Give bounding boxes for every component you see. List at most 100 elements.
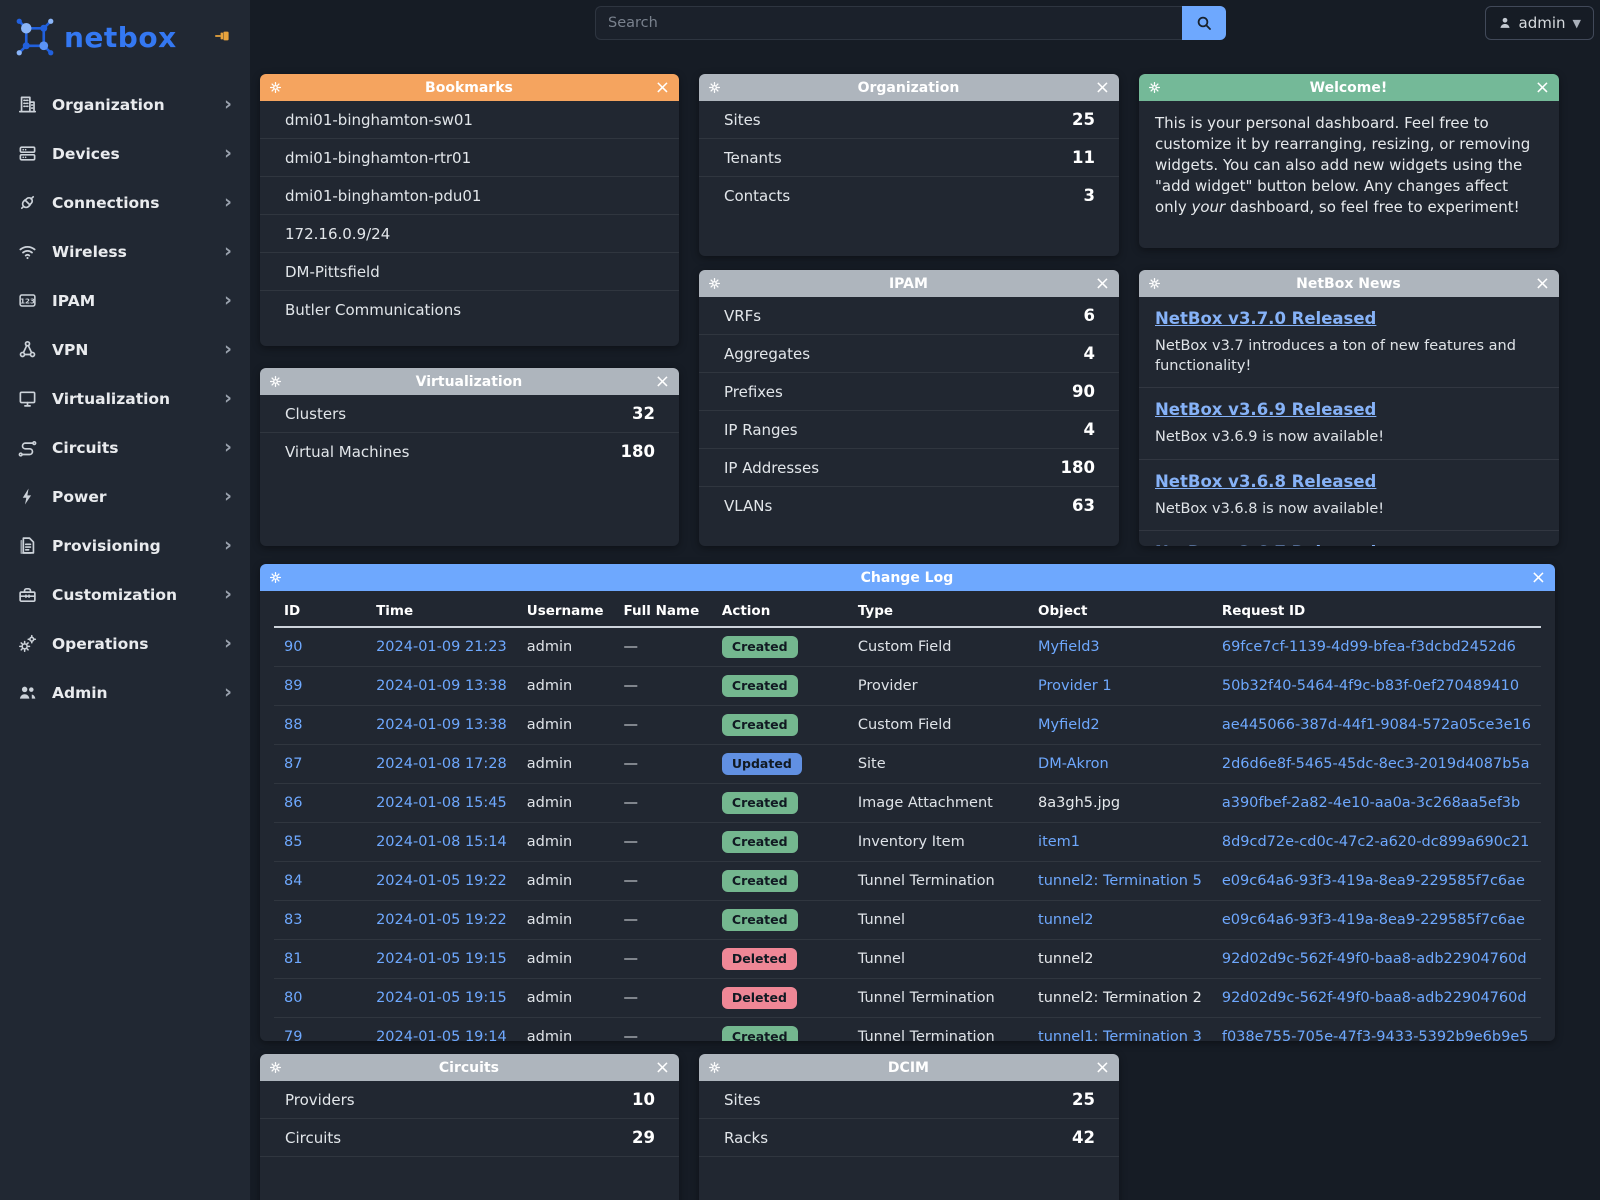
stat-label-link[interactable]: VLANs (724, 496, 773, 515)
stat-label-link[interactable]: Racks (724, 1128, 769, 1147)
change-time-link[interactable]: 2024-01-09 13:38 (376, 678, 507, 694)
change-time-link[interactable]: 2024-01-05 19:15 (376, 990, 507, 1006)
request-id-link[interactable]: 92d02d9c-562f-49f0-baa8-adb22904760d (1221, 990, 1527, 1006)
stat-label-link[interactable]: Sites (724, 110, 761, 129)
change-time-link[interactable]: 2024-01-05 19:22 (376, 873, 507, 889)
widget-config-icon[interactable] (1148, 277, 1162, 291)
widget-config-icon[interactable] (708, 277, 722, 291)
stat-count[interactable]: 11 (1072, 148, 1095, 167)
change-id-link[interactable]: 87 (284, 756, 303, 772)
sidebar-item[interactable]: Provisioning › (0, 521, 250, 570)
change-object-link[interactable]: DM-Akron (1038, 756, 1109, 772)
change-id-link[interactable]: 89 (284, 678, 303, 694)
search-button[interactable] (1182, 6, 1226, 40)
widget-config-icon[interactable] (269, 571, 283, 585)
stat-label-link[interactable]: IP Ranges (724, 420, 798, 439)
request-id-link[interactable]: 69fce7cf-1139-4d99-bfea-f3dcbd2452d6 (1221, 639, 1516, 655)
change-id-link[interactable]: 86 (284, 795, 303, 811)
change-time-link[interactable]: 2024-01-08 15:14 (376, 834, 507, 850)
close-icon[interactable]: × (1094, 272, 1110, 294)
request-id-link[interactable]: f038e755-705e-47f3-9433-5392b9e6b9e5 (1221, 1029, 1529, 1041)
stat-count[interactable]: 10 (632, 1090, 655, 1109)
bookmark-link[interactable]: dmi01-binghamton-pdu01 (260, 177, 679, 215)
news-headline-link[interactable]: NetBox v3.7.0 Released (1155, 309, 1377, 328)
stat-count[interactable]: 25 (1072, 1090, 1095, 1109)
stat-label-link[interactable]: Providers (285, 1090, 355, 1109)
request-id-link[interactable]: 50b32f40-5464-4f9c-b83f-0ef270489410 (1221, 678, 1520, 694)
stat-count[interactable]: 42 (1072, 1128, 1095, 1147)
change-id-link[interactable]: 90 (284, 639, 303, 655)
change-object-link[interactable]: Myfield2 (1038, 717, 1100, 733)
bookmark-link[interactable]: 172.16.0.9/24 (260, 215, 679, 253)
stat-label-link[interactable]: Tenants (724, 148, 782, 167)
change-object-link[interactable]: Provider 1 (1038, 678, 1112, 694)
sidebar-item[interactable]: Wireless › (0, 227, 250, 276)
request-id-link[interactable]: 2d6d6e8f-5465-45dc-8ec3-2019d4087b5a (1221, 756, 1530, 772)
sidebar-item[interactable]: Customization › (0, 570, 250, 619)
change-time-link[interactable]: 2024-01-05 19:15 (376, 951, 507, 967)
widget-config-icon[interactable] (708, 1061, 722, 1075)
change-time-link[interactable]: 2024-01-08 17:28 (376, 756, 507, 772)
sidebar-item[interactable]: Devices › (0, 129, 250, 178)
stat-label-link[interactable]: IP Addresses (724, 458, 820, 477)
sidebar-item[interactable]: VPN › (0, 325, 250, 374)
stat-label-link[interactable]: Circuits (285, 1128, 342, 1147)
netbox-logo-icon[interactable] (14, 16, 56, 58)
stat-label-link[interactable]: Contacts (724, 186, 791, 205)
widget-config-icon[interactable] (1148, 81, 1162, 95)
close-icon[interactable]: × (654, 1056, 670, 1078)
request-id-link[interactable]: 8d9cd72e-cd0c-47c2-a620-dc899a690c21 (1221, 834, 1530, 850)
stat-count[interactable]: 180 (1060, 458, 1095, 477)
request-id-link[interactable]: a390fbef-2a82-4e10-aa0a-3c268aa5ef3b (1221, 795, 1521, 811)
change-id-link[interactable]: 79 (284, 1029, 303, 1041)
pin-sidebar-icon[interactable] (214, 28, 232, 47)
stat-label-link[interactable]: Aggregates (724, 344, 811, 363)
search-input[interactable] (595, 6, 1182, 40)
bookmark-link[interactable]: Butler Communications (285, 301, 462, 319)
stat-count[interactable]: 32 (632, 404, 655, 423)
widget-config-icon[interactable] (269, 81, 283, 95)
request-id-link[interactable]: e09c64a6-93f3-419a-8ea9-229585f7c6ae (1221, 873, 1525, 889)
stat-count[interactable]: 4 (1083, 344, 1095, 363)
stat-label-link[interactable]: Prefixes (724, 382, 783, 401)
stat-label-link[interactable]: Clusters (285, 404, 347, 423)
user-menu-button[interactable]: admin ▼ (1484, 6, 1594, 40)
bookmark-link[interactable]: dmi01-binghamton-sw01 (260, 101, 679, 139)
change-object-link[interactable]: tunnel1: Termination 3 (1038, 1029, 1202, 1041)
stat-count[interactable]: 90 (1072, 382, 1095, 401)
close-icon[interactable]: × (1094, 1056, 1110, 1078)
sidebar-item[interactable]: Admin › (0, 668, 250, 717)
change-time-link[interactable]: 2024-01-09 21:23 (376, 639, 507, 655)
change-id-link[interactable]: 88 (284, 717, 303, 733)
change-object-link[interactable]: tunnel2: Termination 5 (1038, 873, 1202, 889)
sidebar-item[interactable]: Operations › (0, 619, 250, 668)
stat-count[interactable]: 180 (620, 442, 655, 461)
change-time-link[interactable]: 2024-01-09 13:38 (376, 717, 507, 733)
stat-count[interactable]: 25 (1072, 110, 1095, 129)
change-object-link[interactable]: Myfield3 (1038, 639, 1100, 655)
change-id-link[interactable]: 84 (284, 873, 303, 889)
stat-count[interactable]: 6 (1083, 306, 1095, 325)
widget-config-icon[interactable] (269, 375, 283, 389)
stat-label-link[interactable]: VRFs (724, 306, 762, 325)
change-time-link[interactable]: 2024-01-05 19:22 (376, 912, 507, 928)
brand-name[interactable]: netbox (64, 20, 177, 54)
change-object-link[interactable]: tunnel2: Termination 2 (1038, 990, 1202, 1006)
sidebar-item[interactable]: Power › (0, 472, 250, 521)
close-icon[interactable]: × (654, 370, 670, 392)
stat-count[interactable]: 3 (1083, 186, 1095, 205)
stat-count[interactable]: 63 (1072, 496, 1095, 515)
bookmark-link[interactable]: dmi01-binghamton-rtr01 (260, 139, 679, 177)
sidebar-item[interactable]: Circuits › (0, 423, 250, 472)
stat-count[interactable]: 29 (632, 1128, 655, 1147)
sidebar-item[interactable]: Virtualization › (0, 374, 250, 423)
change-time-link[interactable]: 2024-01-05 19:14 (376, 1029, 507, 1041)
sidebar-item[interactable]: 123 IPAM › (0, 276, 250, 325)
widget-config-icon[interactable] (708, 81, 722, 95)
request-id-link[interactable]: 92d02d9c-562f-49f0-baa8-adb22904760d (1221, 951, 1527, 967)
sidebar-item[interactable]: Organization › (0, 80, 250, 129)
change-time-link[interactable]: 2024-01-08 15:45 (376, 795, 507, 811)
sidebar-item[interactable]: Connections › (0, 178, 250, 227)
request-id-link[interactable]: ae445066-387d-44f1-9084-572a05ce3e16 (1221, 717, 1531, 733)
widget-config-icon[interactable] (269, 1061, 283, 1075)
